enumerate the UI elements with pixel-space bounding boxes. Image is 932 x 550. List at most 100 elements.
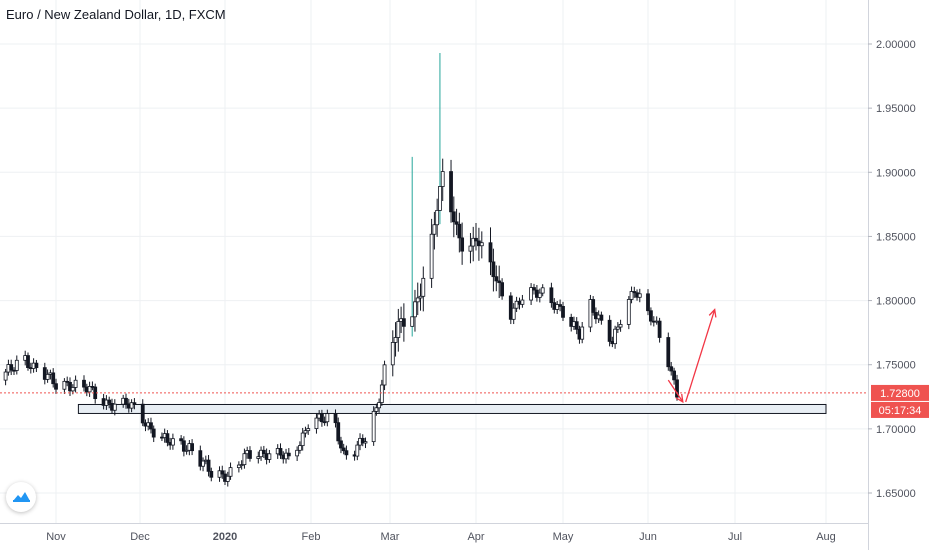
candle-body: [198, 450, 203, 467]
candle-body: [181, 440, 186, 452]
candle-body: [225, 475, 230, 482]
candle-body: [580, 326, 585, 340]
candle-body: [171, 438, 175, 446]
candle-body: [319, 413, 324, 423]
x-tick-label-5: Apr: [467, 531, 484, 543]
candle-body: [432, 224, 437, 235]
candle-body: [267, 453, 272, 460]
candle-body: [14, 359, 19, 371]
candle-body: [9, 364, 14, 371]
annotation-arrow-1: [685, 309, 716, 403]
y-tick-label-4: 1.80000: [876, 296, 916, 308]
candle-body: [360, 437, 365, 444]
candle-body: [377, 402, 382, 409]
candle-body: [333, 413, 338, 424]
last-price-label-bg: [871, 384, 929, 401]
candle-body: [415, 297, 420, 303]
candle-body: [54, 383, 58, 390]
candle-body: [561, 306, 565, 318]
countdown-label-bg: [871, 401, 929, 418]
tradingview-logo[interactable]: [6, 482, 36, 512]
x-tick-label-4: Mar: [381, 531, 400, 543]
candle-body: [599, 314, 604, 321]
candle-body: [42, 367, 47, 380]
candle-body: [87, 386, 92, 393]
candle-body: [374, 407, 379, 412]
x-tick-label-3: Feb: [302, 531, 321, 543]
candle-body: [520, 299, 525, 305]
candle-body: [132, 402, 137, 405]
candle-body: [82, 379, 86, 388]
candle-body: [151, 428, 156, 438]
annotation-arrowhead-1: [708, 308, 717, 318]
candle-body: [558, 304, 562, 307]
candle-body: [201, 460, 205, 467]
candle-body: [256, 456, 261, 459]
candle-body: [70, 387, 75, 392]
x-tick-label-8: Jul: [728, 531, 742, 543]
candle-body: [179, 438, 184, 442]
candle-body: [457, 223, 462, 239]
candle-body: [555, 304, 560, 310]
candle-body: [574, 321, 579, 330]
grid: [0, 0, 868, 523]
candle-body: [646, 293, 650, 312]
candles: [3, 52, 679, 487]
candle-body: [497, 280, 502, 284]
candle-body: [129, 402, 134, 409]
candle-body: [393, 337, 398, 343]
y-tick-label-3: 1.85000: [876, 231, 916, 243]
candle-body: [165, 433, 170, 443]
candle-body: [355, 444, 360, 457]
support-zone: [77, 403, 827, 414]
candle-body: [295, 449, 300, 457]
y-tick-label-2: 1.90000: [876, 167, 916, 179]
candle-body: [666, 337, 671, 368]
candle-body: [261, 449, 266, 454]
y-tick-label-7: 1.65000: [876, 488, 916, 500]
candle-body: [371, 410, 376, 443]
candle-body: [341, 447, 346, 452]
candle-body: [190, 443, 194, 452]
candle-body: [607, 319, 612, 342]
candle-body: [488, 242, 493, 263]
candle-body: [471, 237, 476, 247]
candle-body: [236, 464, 241, 469]
candle-body: [248, 450, 252, 459]
candle-body: [140, 403, 145, 424]
candle-body: [451, 211, 456, 223]
candle-body: [514, 300, 519, 309]
y-tick-label-5: 1.75000: [876, 360, 916, 372]
logo-icon: [13, 492, 30, 502]
x-tick-label-0: Nov: [46, 531, 66, 543]
y-tick-label-1: 1.95000: [876, 103, 916, 115]
candle-body: [618, 324, 623, 328]
x-tick-label-6: May: [553, 531, 574, 543]
candle-body: [34, 362, 39, 369]
candle-body: [672, 370, 676, 381]
candle-body: [529, 287, 533, 301]
candle-body: [206, 459, 211, 472]
x-tick-label-2: 2020: [213, 531, 237, 543]
candle-body: [382, 364, 387, 386]
candle-body: [51, 372, 56, 385]
candle-body: [637, 293, 642, 298]
candle-body: [45, 373, 50, 380]
candle-body: [413, 301, 417, 318]
last-price-label: 1.72800: [880, 388, 920, 400]
candle-body: [278, 448, 283, 456]
annotation-arrowhead-0: [675, 393, 684, 404]
candle-body: [657, 320, 662, 338]
candle-body: [588, 299, 593, 328]
candle-body: [460, 237, 465, 252]
candle-body: [209, 470, 214, 478]
candle-body: [629, 291, 634, 300]
candle-body: [675, 379, 679, 398]
candle-body: [479, 242, 484, 247]
candle-body: [3, 371, 8, 381]
y-tick-label-0: 2.00000: [876, 39, 916, 51]
candle-body: [474, 237, 478, 242]
candle-body: [418, 295, 423, 299]
